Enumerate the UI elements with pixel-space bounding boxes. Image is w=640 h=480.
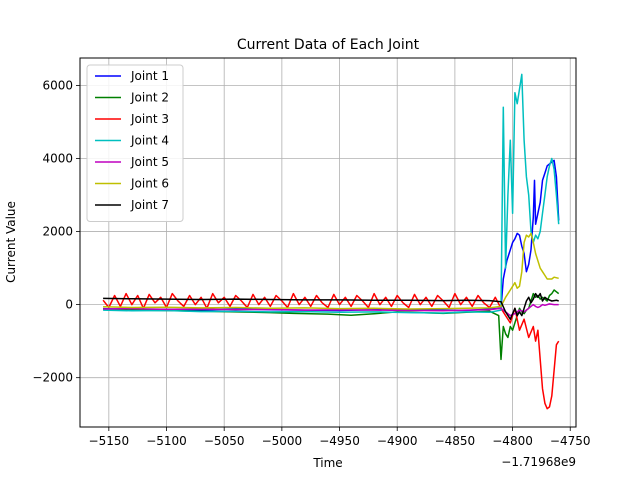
x-tick-label: −5000	[262, 434, 303, 448]
y-axis-label: Current Value	[4, 201, 18, 283]
grid	[80, 58, 576, 427]
legend: Joint 1 Joint 2 Joint 3 Joint 4 Joint 5 Joint…	[86, 64, 184, 222]
series-line-joint-7	[103, 292, 559, 320]
series-line-joint-2	[103, 289, 560, 361]
series-line-joint-5	[103, 303, 559, 317]
x-offset-label: −1.71968e9	[501, 455, 576, 469]
x-axis-label: Time	[312, 456, 342, 470]
plot-frame	[79, 57, 577, 428]
series-layer	[102, 73, 560, 410]
y-tick-label: 2000	[42, 225, 73, 239]
legend-entry: Joint 7	[130, 198, 169, 212]
x-tick-label: −5150	[89, 434, 130, 448]
legend-entry: Joint 1	[130, 69, 169, 83]
legend-box	[86, 64, 184, 222]
series-line-joint-3	[102, 292, 560, 410]
legend-entry: Joint 5	[130, 155, 169, 169]
x-tick-label: −4800	[492, 434, 533, 448]
y-tick-label: −2000	[32, 371, 73, 385]
x-tick-label: −5100	[146, 434, 187, 448]
legend-entry: Joint 6	[130, 177, 169, 191]
x-tick-label: −4750	[550, 434, 591, 448]
x-tick-label: −4900	[377, 434, 418, 448]
series-line-joint-4	[103, 73, 560, 314]
chart-title: Current Data of Each Joint	[237, 37, 420, 53]
y-tick-label: 4000	[42, 151, 73, 165]
legend-entry: Joint 2	[130, 91, 169, 105]
legend-entry: Joint 4	[130, 134, 169, 148]
x-tick-label: −4950	[319, 434, 360, 448]
legend-entry: Joint 3	[130, 112, 169, 126]
ticks: −5150 −5100 −5050 −5000 −4950 −4900 −4850 −4800…	[32, 78, 590, 448]
x-tick-label: −4850	[435, 434, 476, 448]
y-tick-label: 6000	[42, 78, 73, 92]
y-tick-label: 0	[65, 298, 73, 312]
x-tick-label: −5050	[204, 434, 245, 448]
series-line-joint-6	[103, 232, 559, 310]
